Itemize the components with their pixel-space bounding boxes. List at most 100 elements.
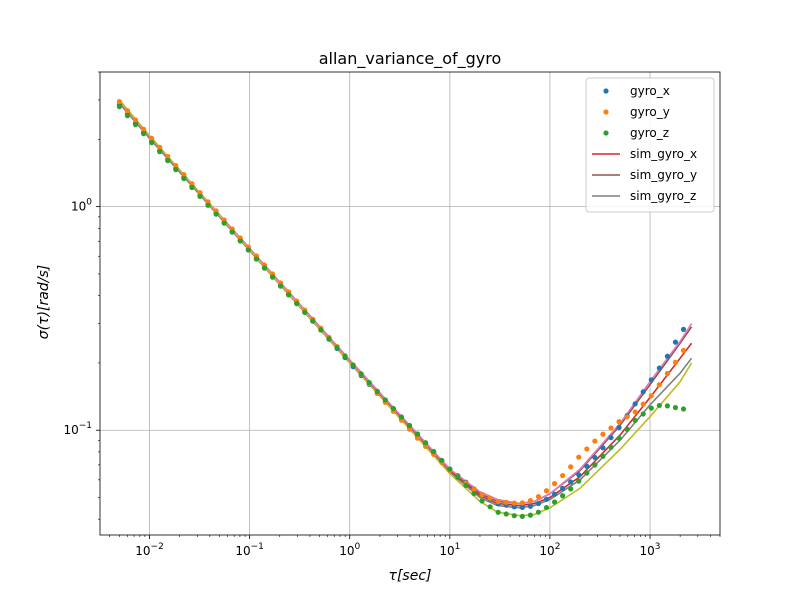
gyro-z-point: [334, 344, 340, 351]
gyro-z-point: [398, 414, 405, 420]
gyro-y-point: [584, 446, 590, 452]
gyro-z-point: [132, 122, 139, 128]
gyro-x-point: [632, 401, 638, 407]
gyro-z-point: [503, 511, 509, 517]
gyro-z-point: [229, 229, 235, 235]
gyro-y-point: [479, 492, 485, 498]
gyro-z-point: [584, 470, 590, 476]
gyro-z-point: [205, 202, 211, 208]
sim-gyro-x-legend-label: sim_gyro_x: [630, 147, 697, 161]
gyro-x-point: [568, 479, 574, 485]
gyro-x-point: [519, 504, 525, 511]
gyro-z-point: [149, 140, 155, 146]
gyro-z-point: [342, 353, 348, 359]
gyro-y-point: [551, 481, 558, 487]
gyro-y-point: [560, 472, 566, 479]
x-tick-label: 101: [439, 542, 460, 558]
gyro-y-point: [624, 414, 630, 420]
gyro-y-point: [189, 181, 195, 187]
gyro-z-point: [181, 175, 187, 182]
x-tick-label: 10−1: [235, 542, 264, 558]
gyro-y-point: [414, 435, 421, 441]
gyro-y-point: [568, 464, 574, 470]
y-axis-label: σ(τ)[rad/s]: [36, 265, 52, 339]
gyro-x-point: [648, 377, 654, 383]
gyro-z-point: [640, 411, 646, 417]
gyro-y-point: [632, 409, 638, 415]
gyro-z-point: [431, 448, 437, 455]
y-tick-label: 10−1: [63, 421, 92, 437]
gyro-z-point: [310, 318, 316, 324]
gyro-z-point: [237, 238, 243, 244]
gyro-y-point: [672, 359, 679, 365]
gyro-z-point: [253, 256, 259, 262]
gyro-z-point: [382, 397, 388, 403]
gyro-z-point: [439, 457, 445, 463]
gyro-z-point: [616, 435, 622, 441]
gyro-z-legend-marker: [603, 130, 609, 136]
y-tick-label: 100: [71, 198, 92, 214]
gyro-y-point: [124, 108, 131, 114]
x-tick-label: 103: [640, 542, 661, 558]
gyro-x-point: [551, 491, 558, 497]
gyro-y-point: [608, 425, 614, 431]
gyro-y-point: [664, 370, 671, 377]
gyro-z-point: [560, 493, 566, 499]
sim-gyro-y-legend-label: sim_gyro_y: [630, 168, 697, 182]
gyro-z-point: [463, 482, 469, 488]
gyro-z-point: [221, 220, 227, 226]
gyro-z-point: [286, 292, 292, 298]
gyro-x-point: [640, 389, 646, 395]
gyro-z-point: [414, 431, 421, 437]
plot-area: 10−2 10−1 100 101 102 103 10−1 100 gyro_x gyro_yg…: [63, 71, 721, 558]
gyro-z-point: [680, 406, 687, 412]
gyro-z-point: [173, 167, 179, 173]
gyro-x-point: [560, 485, 566, 491]
gyro-z-point: [543, 504, 550, 511]
gyro-z-point: [568, 486, 574, 492]
gyro-z-point: [672, 404, 679, 411]
gyro-z-point: [140, 131, 147, 137]
gyro-y-point: [656, 382, 662, 388]
gyro-z-point: [350, 362, 356, 368]
gyro-z-point: [471, 490, 477, 497]
gyro-z-point: [261, 265, 268, 271]
gyro-z-point: [124, 113, 131, 119]
gyro-x-point: [672, 339, 679, 345]
gyro-z-point: [664, 403, 671, 409]
gyro-z-point: [519, 513, 525, 520]
gyro-y-point: [165, 153, 171, 160]
gyro-y-point: [592, 438, 598, 444]
gyro-y-point: [406, 426, 413, 432]
gyro-z-point: [197, 193, 203, 199]
gyro-y-point: [157, 144, 163, 150]
x-tick-label: 10−2: [135, 542, 164, 558]
gyro-z-point: [318, 327, 324, 333]
gyro-z-point: [277, 283, 284, 289]
gyro-x-point: [527, 503, 534, 509]
gyro-y-point: [503, 499, 509, 505]
gyro-z-point: [455, 474, 461, 480]
gyro-z-point: [648, 405, 654, 411]
gyro-z-point: [423, 440, 429, 446]
gyro-z-point: [592, 462, 598, 468]
legend: gyro_x gyro_y gyro_z sim_gyro_x sim_gyro_ysi…: [585, 77, 715, 213]
gyro-z-point: [269, 274, 276, 280]
gyro-y-point: [543, 488, 550, 494]
gyro-y-point: [423, 443, 429, 449]
gyro-y-point: [640, 401, 646, 407]
gyro-y-point: [680, 347, 687, 354]
unlabeled-line: [118, 99, 693, 517]
gyro-x-point: [592, 454, 598, 461]
x-tick-label: 100: [339, 542, 360, 558]
gyro-x-point: [680, 326, 687, 332]
gyro-z-point: [576, 478, 582, 484]
gyro-z-point: [245, 247, 251, 253]
gyro-y-point: [616, 419, 622, 425]
gyro-z-point: [608, 444, 614, 450]
gyro-z-point: [624, 426, 630, 432]
gyro-z-point: [447, 466, 453, 472]
legend-box: [585, 77, 715, 213]
x-axis-label: τ[sec]: [389, 568, 432, 584]
gyro-x-point: [616, 424, 622, 431]
